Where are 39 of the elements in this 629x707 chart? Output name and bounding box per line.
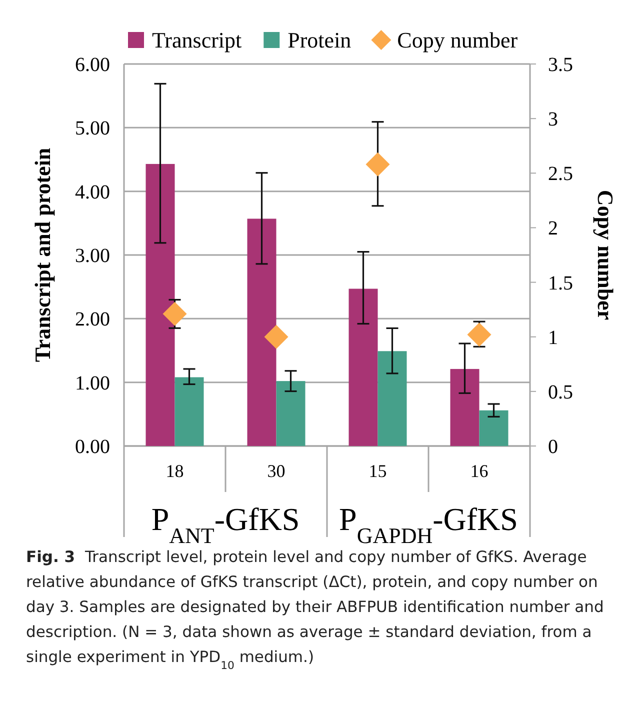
x-tick-label: 30 — [267, 461, 286, 481]
bar — [174, 377, 204, 446]
text: P$_{ANT}$-GfKS — [151, 501, 300, 548]
y2-tick-label: 2.5 — [548, 163, 573, 186]
bar — [450, 368, 480, 446]
y-tick-label: 6.00 — [75, 54, 110, 76]
y2-tick-label: 0.5 — [548, 381, 573, 404]
y-tick-label: 3.00 — [75, 245, 110, 267]
legend-label: Protein — [288, 28, 352, 53]
y-tick-label: 2.00 — [75, 308, 110, 331]
bar — [146, 164, 175, 446]
point — [366, 152, 390, 176]
y-tick-label: 0.00 — [75, 436, 110, 458]
y-tick-label: 5.00 — [75, 118, 110, 140]
y2-tick-label: 2 — [548, 218, 558, 240]
point — [264, 324, 288, 349]
bar — [276, 381, 306, 446]
y2-tick-label: 3 — [548, 108, 558, 131]
bar — [378, 351, 407, 446]
bar — [247, 218, 276, 446]
bar — [348, 288, 378, 446]
point — [162, 302, 187, 326]
y2-tick-label: 3.5 — [548, 54, 573, 76]
y-tick-label: 1.00 — [75, 372, 110, 394]
y2-tick-label: 0 — [548, 436, 558, 458]
y2-axis-title: Copy number — [593, 190, 618, 320]
y2-tick-label: 1.5 — [548, 272, 573, 294]
y2-tick-label: 1 — [548, 326, 558, 349]
bar — [479, 410, 508, 446]
x-tick-label: 16 — [470, 461, 488, 481]
point — [467, 322, 492, 347]
y-axis-title: Transcript and protein — [30, 148, 55, 362]
text: P$_{GAPDH}$-GfKS — [339, 501, 518, 548]
x-tick-label: 18 — [166, 461, 184, 481]
legend-label: Copy number — [397, 28, 518, 53]
caption: Fig. 3 Transcript level, protein level and copy number of GfKS. Average relative abundance of GfKS transcript (ΔCt), protein, and copy number on day 3. Samples are designated by their ABFPUB identification number and description. (N = 3, data shown as average ± standard deviation, from a single experiment in YPD$_{10}$ medium.) — [26, 548, 604, 672]
y-tick-label: 4.00 — [75, 181, 110, 204]
x-tick-label: 15 — [368, 461, 387, 481]
legend-label: Transcript — [152, 28, 242, 53]
